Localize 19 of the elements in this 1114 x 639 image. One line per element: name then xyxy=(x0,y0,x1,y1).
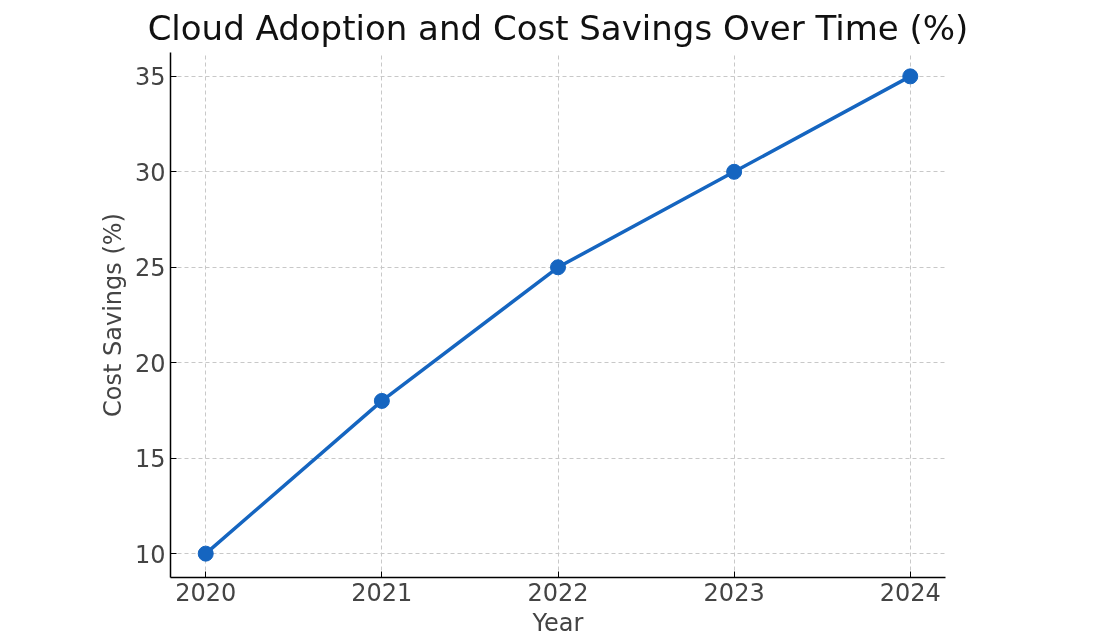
x-axis-title: Year xyxy=(531,608,584,637)
x-tick-label: 2021 xyxy=(351,578,413,607)
point xyxy=(197,545,214,562)
y-tick-label: 35 xyxy=(134,63,166,92)
point xyxy=(550,259,566,276)
y-axis-title: Cost Savings (%) xyxy=(98,213,127,417)
x-tick-label: 2022 xyxy=(527,578,589,607)
point xyxy=(726,163,743,180)
y-tick-label: 20 xyxy=(134,349,166,378)
point xyxy=(373,392,390,409)
y-tick-label: 15 xyxy=(134,445,166,474)
y-tick-label: 30 xyxy=(134,158,166,187)
point xyxy=(902,68,919,85)
y-tick-label: 10 xyxy=(134,540,166,569)
x-tick-label: 2023 xyxy=(703,578,765,607)
x-tick-label: 2024 xyxy=(879,578,941,607)
x-tick-label: 2020 xyxy=(175,578,237,607)
chart-title: Cloud Adoption and Cost Savings Over Time (%) xyxy=(147,7,969,48)
y-tick-label: 25 xyxy=(134,254,166,283)
